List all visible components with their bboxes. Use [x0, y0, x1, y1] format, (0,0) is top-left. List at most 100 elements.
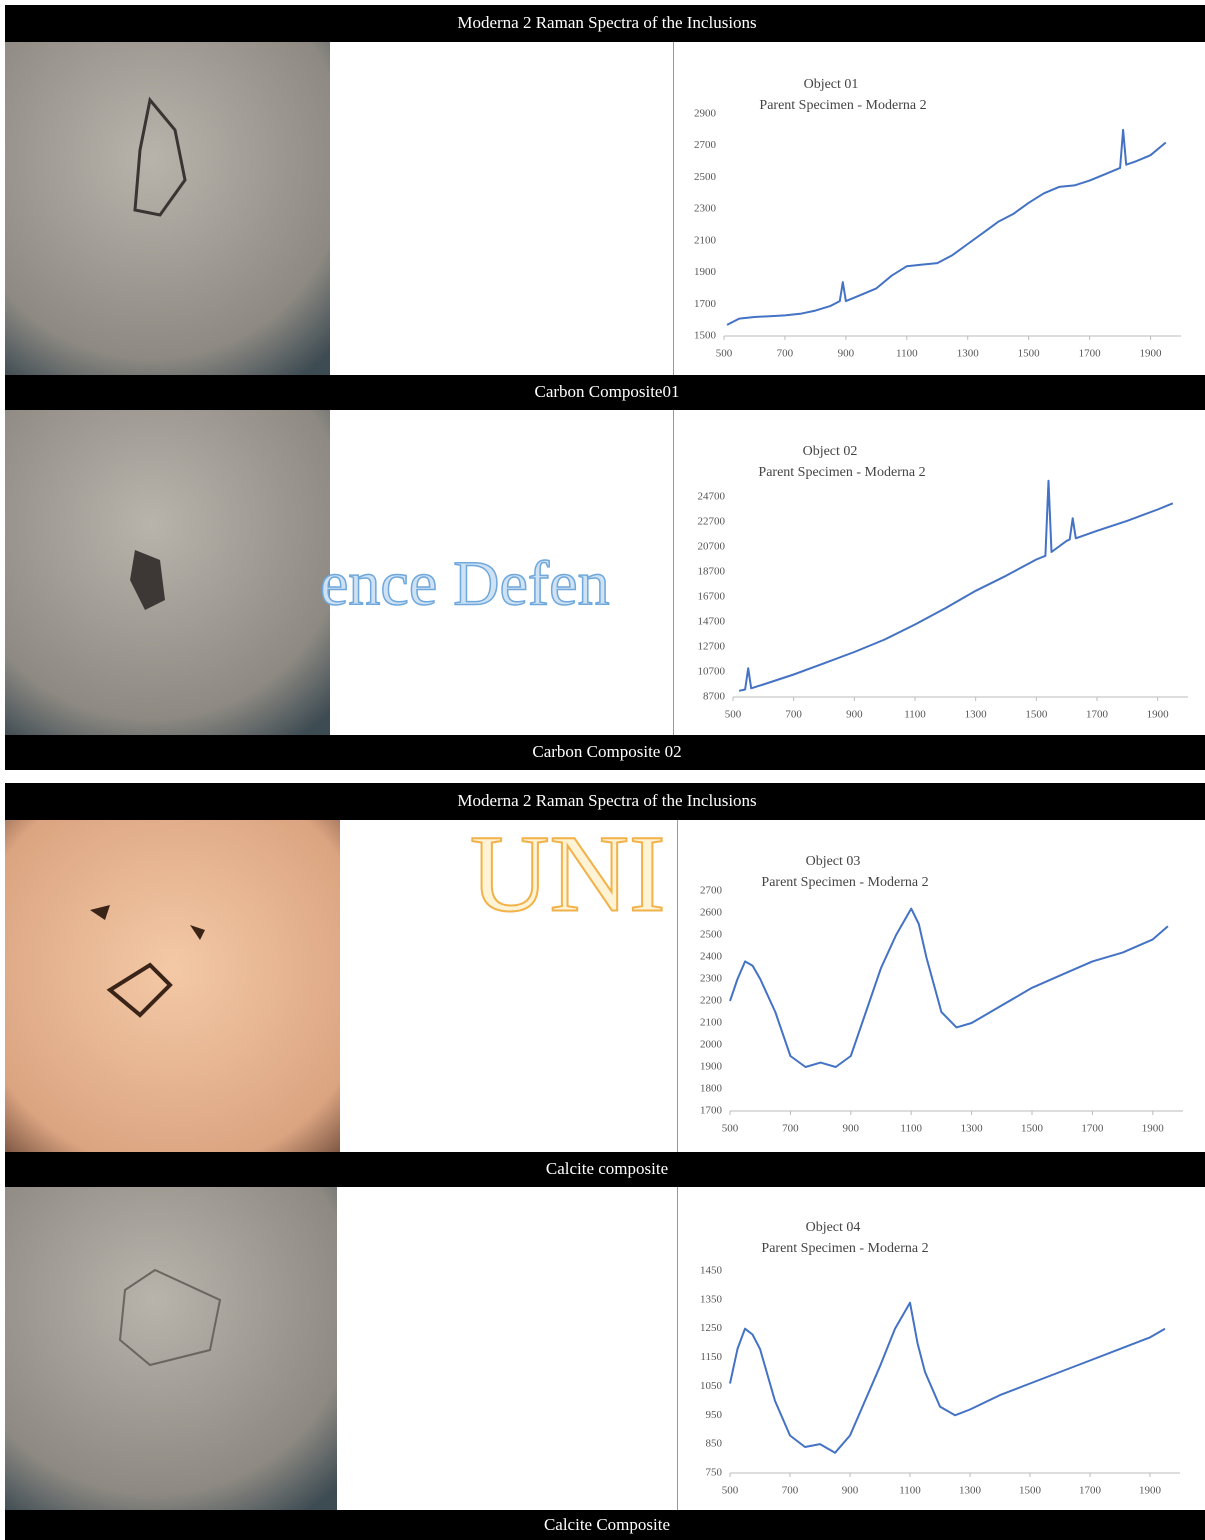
y-tick-label: 1150: [700, 1351, 722, 1363]
y-tick-label: 2500: [694, 171, 717, 183]
y-tick-label: 1700: [700, 1105, 723, 1117]
x-tick-label: 1300: [957, 348, 980, 360]
x-tick-label: 1300: [965, 709, 988, 721]
chart-title: Object 04: [806, 1220, 861, 1235]
y-tick-label: 2700: [700, 885, 723, 897]
x-tick-label: 1900: [1147, 709, 1170, 721]
particle: [133, 96, 187, 217]
x-tick-label: 1300: [959, 1485, 982, 1497]
header: Moderna 2 Raman Spectra of the Inclusion…: [457, 13, 756, 32]
x-tick-label: 1500: [1019, 1485, 1042, 1497]
y-tick-label: 2400: [700, 951, 723, 963]
caption-bar: [5, 735, 1205, 770]
x-tick-label: 1700: [1079, 348, 1102, 360]
x-tick-label: 900: [846, 709, 863, 721]
chart-panel: [673, 410, 1205, 735]
caption: Calcite Composite: [544, 1515, 670, 1534]
y-tick-label: 8700: [703, 691, 726, 703]
x-tick-label: 1900: [1139, 1485, 1162, 1497]
y-tick-label: 1800: [700, 1083, 723, 1095]
x-tick-label: 900: [838, 348, 855, 360]
x-tick-label: 1700: [1086, 709, 1109, 721]
micrograph: [5, 410, 330, 735]
y-tick-label: 2300: [694, 203, 717, 215]
x-tick-label: 900: [843, 1123, 860, 1135]
y-tick-label: 750: [706, 1467, 723, 1479]
spectrum-line: [738, 479, 1174, 692]
caption-bar: [5, 1510, 1205, 1540]
chart-subtitle: Parent Specimen - Moderna 2: [761, 1241, 928, 1256]
header-bar: [5, 5, 1205, 42]
x-tick-label: 1900: [1142, 1123, 1165, 1135]
chart-title: Object 03: [806, 854, 861, 869]
x-tick-label: 700: [777, 348, 794, 360]
chart-panel: [677, 820, 1205, 1152]
caption-bar: [5, 1152, 1205, 1187]
micrograph: [5, 820, 340, 1152]
y-tick-label: 2600: [700, 907, 723, 919]
y-tick-label: 850: [706, 1438, 723, 1450]
chart-panel: [673, 42, 1205, 375]
x-tick-label: 700: [782, 1485, 799, 1497]
y-tick-label: 2500: [700, 929, 723, 941]
spectrum-line: [729, 907, 1169, 1068]
header-bar: [5, 783, 1205, 820]
x-tick-label: 1700: [1079, 1485, 1102, 1497]
y-tick-label: 1050: [700, 1380, 723, 1392]
x-tick-label: 1100: [900, 1123, 922, 1135]
chart-title: Object 01: [804, 77, 859, 92]
x-tick-label: 500: [725, 709, 742, 721]
x-tick-label: 1500: [1025, 709, 1048, 721]
caption: Calcite composite: [546, 1159, 668, 1178]
chart-title: Object 02: [803, 444, 858, 459]
y-tick-label: 1350: [700, 1293, 723, 1305]
particle: [130, 550, 165, 610]
chart-subtitle: Parent Specimen - Moderna 2: [761, 875, 928, 890]
watermark: ence Defen: [320, 548, 610, 619]
y-tick-label: 2900: [694, 108, 717, 120]
header: Moderna 2 Raman Spectra of the Inclusion…: [457, 791, 756, 810]
x-tick-label: 900: [842, 1485, 859, 1497]
y-tick-label: 2200: [700, 995, 723, 1007]
x-tick-label: 1100: [904, 709, 926, 721]
x-tick-label: 1500: [1018, 348, 1041, 360]
spectrum-line: [726, 128, 1167, 326]
micrograph: [5, 1187, 337, 1510]
x-tick-label: 1100: [899, 1485, 921, 1497]
y-tick-label: 20700: [698, 541, 726, 553]
spectrum-line: [729, 1301, 1166, 1454]
x-tick-label: 1900: [1140, 348, 1163, 360]
y-tick-label: 950: [706, 1409, 723, 1421]
y-tick-label: 1900: [694, 266, 717, 278]
chart-subtitle: Parent Specimen - Moderna 2: [759, 98, 926, 113]
y-tick-label: 1900: [700, 1061, 723, 1073]
x-tick-label: 1500: [1021, 1123, 1044, 1135]
caption-bar: [5, 375, 1205, 410]
y-tick-label: 1250: [700, 1322, 723, 1334]
y-tick-label: 2100: [694, 234, 717, 246]
y-tick-label: 1500: [694, 330, 717, 342]
particle: [90, 905, 205, 940]
x-tick-label: 700: [782, 1123, 799, 1135]
caption: Carbon Composite01: [535, 382, 680, 401]
y-tick-label: 22700: [698, 516, 726, 528]
particle: [118, 1268, 222, 1367]
y-tick-label: 1700: [694, 298, 717, 310]
caption: Carbon Composite 02: [532, 742, 681, 761]
x-tick-label: 1300: [961, 1123, 984, 1135]
x-tick-label: 1700: [1081, 1123, 1104, 1135]
x-tick-label: 500: [722, 1123, 739, 1135]
y-tick-label: 10700: [698, 666, 726, 678]
y-tick-label: 2700: [694, 139, 717, 151]
y-tick-label: 1450: [700, 1265, 723, 1277]
micrograph: [5, 42, 330, 375]
watermark: UNI: [470, 812, 666, 934]
y-tick-label: 2000: [700, 1039, 723, 1051]
y-tick-label: 2300: [700, 973, 723, 985]
y-tick-label: 12700: [698, 641, 726, 653]
chart-panel: [677, 1187, 1205, 1510]
y-tick-label: 24700: [698, 491, 726, 503]
particle: [106, 962, 173, 1018]
